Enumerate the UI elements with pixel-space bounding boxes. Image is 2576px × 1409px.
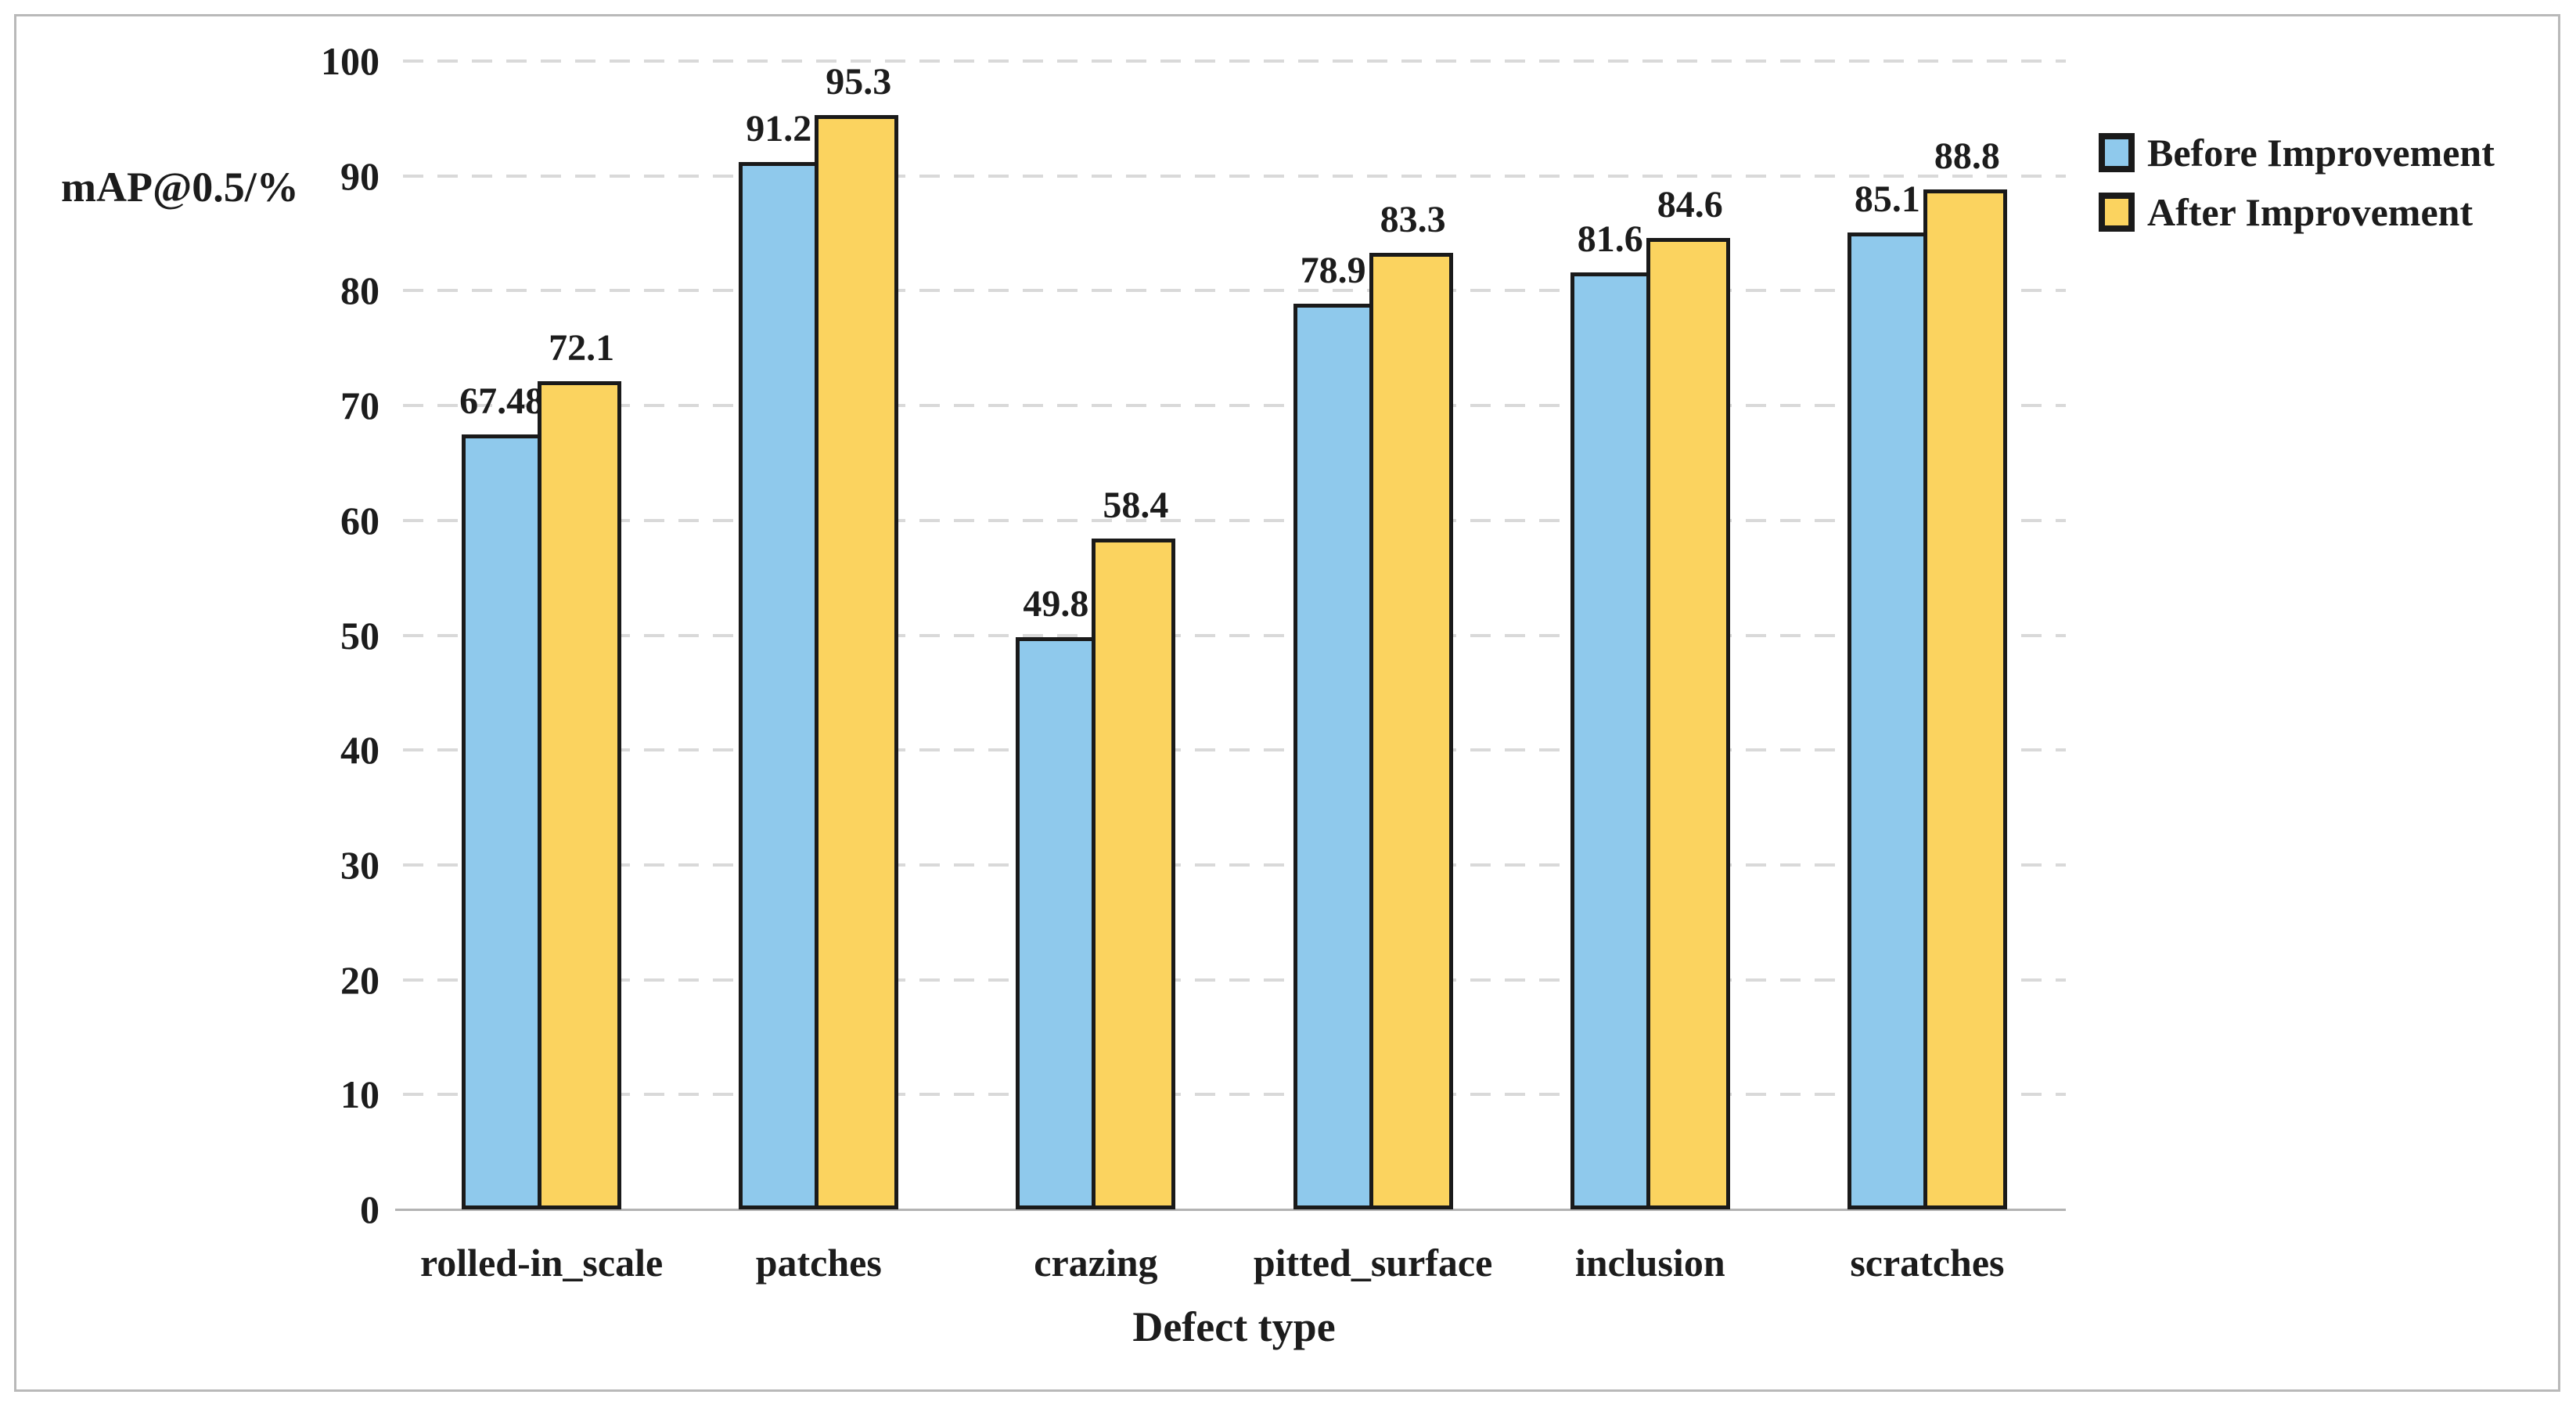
bar-before-pitted_surface: [1293, 303, 1373, 1209]
bar-before-scratches: [1847, 232, 1927, 1209]
y-gridline: [403, 978, 2066, 982]
y-axis-tick-label: 50: [340, 613, 380, 658]
legend-swatch-after-icon: [2099, 193, 2135, 232]
y-gridline: [403, 1093, 2066, 1097]
y-gridline: [403, 748, 2066, 752]
y-gridline: [403, 59, 2066, 63]
x-axis-category-label: pitted_surface: [1253, 1241, 1493, 1285]
legend-swatch-before-icon: [2099, 133, 2135, 172]
bar-value-label: 83.3: [1380, 199, 1446, 240]
bar-value-label: 67.48: [459, 380, 545, 423]
bar-before-crazing: [1016, 637, 1096, 1209]
bar-value-label: 58.4: [1103, 485, 1169, 527]
legend-item-after-improvement: After Improvement: [2099, 193, 2495, 232]
y-gridline: [403, 174, 2066, 178]
x-axis-category-label: rolled-in_scale: [420, 1241, 664, 1285]
bar-after-scratches: [1923, 189, 2007, 1209]
bar-after-crazing: [1092, 539, 1176, 1209]
bar-value-label: 49.8: [1023, 583, 1089, 625]
bar-after-rolled-in_scale: [538, 381, 622, 1209]
bar-value-label: 85.1: [1854, 178, 1920, 220]
y-axis-tick-label: 20: [340, 957, 380, 1002]
y-axis-tick-label: 30: [340, 842, 380, 887]
y-gridline: [403, 404, 2066, 408]
bar-value-label: 72.1: [549, 327, 615, 369]
legend-item-before-improvement: Before Improvement: [2099, 133, 2495, 172]
bar-before-rolled-in_scale: [462, 434, 542, 1209]
y-axis-tick-label: 40: [340, 728, 380, 773]
x-axis-title: Defect type: [1132, 1303, 1336, 1350]
x-axis-category-label: scratches: [1850, 1241, 2005, 1285]
y-axis-tick-label: 90: [340, 153, 380, 198]
bar-value-label: 81.6: [1577, 218, 1643, 260]
legend-label-before: Before Improvement: [2147, 131, 2495, 175]
legend: Before Improvement After Improvement: [2099, 133, 2495, 232]
bar-before-inclusion: [1570, 272, 1650, 1209]
bar-value-label: 78.9: [1300, 249, 1366, 291]
y-axis-tick-label: 60: [340, 498, 380, 542]
bar-value-label: 84.6: [1657, 183, 1723, 225]
x-axis-category-label: crazing: [1034, 1241, 1158, 1285]
y-gridline: [403, 289, 2066, 293]
legend-label-after: After Improvement: [2147, 190, 2473, 234]
y-axis-tick-label: 10: [340, 1072, 380, 1117]
y-axis-tick-label: 70: [340, 384, 380, 428]
y-gridline: [403, 633, 2066, 637]
bar-after-inclusion: [1646, 237, 1730, 1209]
x-axis-line: [395, 1209, 2066, 1211]
bar-before-patches: [739, 162, 819, 1209]
y-axis-title: mAP@0.5/%: [61, 164, 299, 211]
bar-value-label: 88.8: [1934, 135, 2000, 178]
x-axis-category-label: inclusion: [1574, 1241, 1725, 1285]
y-axis-tick-label: 0: [360, 1187, 380, 1231]
y-axis-tick-label: 100: [321, 39, 380, 83]
bar-after-patches: [815, 114, 899, 1209]
bar-value-label: 91.2: [746, 108, 812, 150]
y-axis-tick-label: 80: [340, 268, 380, 313]
y-gridline: [403, 518, 2066, 522]
x-axis-category-label: patches: [755, 1241, 882, 1285]
bar-value-label: 95.3: [826, 60, 892, 103]
y-gridline: [403, 863, 2066, 867]
bar-after-pitted_surface: [1369, 253, 1453, 1209]
